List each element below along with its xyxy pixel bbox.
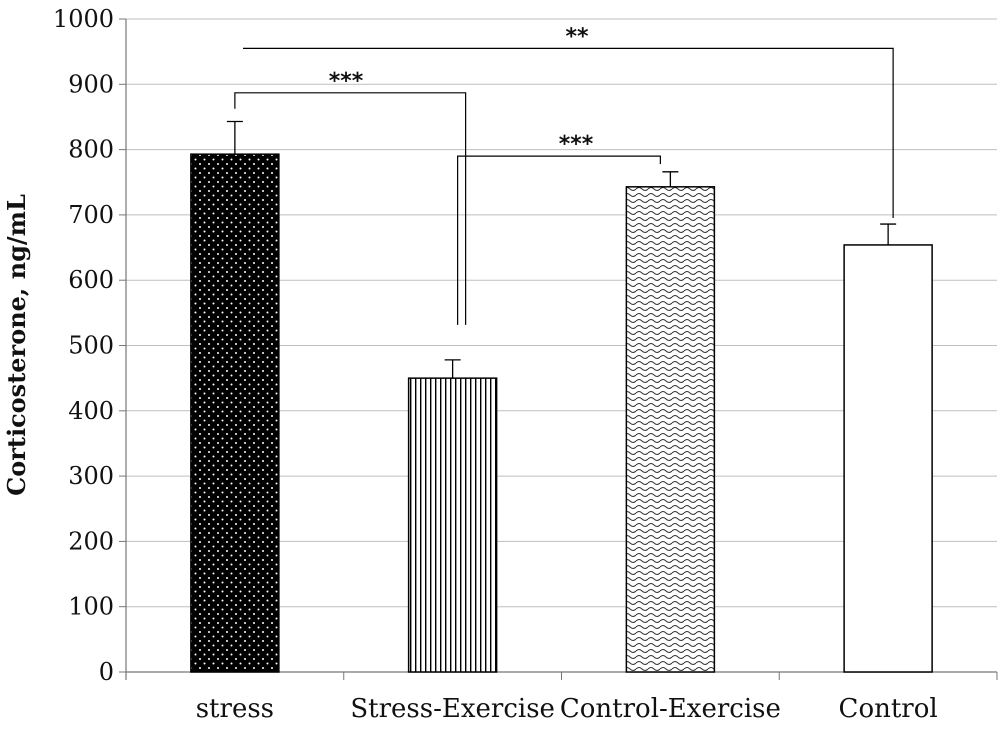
significance-brackets: ********	[234, 24, 894, 325]
bar-stress	[190, 153, 280, 673]
y-tick-label: 500	[68, 332, 114, 360]
y-tick-label: 300	[68, 462, 114, 490]
significance-bracket	[243, 47, 894, 219]
y-tick-label: 400	[68, 397, 114, 425]
y-tick-label: 200	[68, 527, 114, 555]
y-tick-label: 0	[99, 658, 114, 686]
bar-control-exercise	[625, 186, 716, 673]
x-tick-label: Control	[839, 694, 938, 724]
error-bars	[226, 120, 897, 379]
bar-stress-exercise	[407, 377, 498, 673]
y-tick-label: 700	[68, 201, 114, 229]
significance-label: **	[565, 24, 589, 49]
y-tick-label: 800	[68, 136, 114, 164]
y-tick-label: 600	[68, 266, 114, 294]
x-tick-label: stress	[196, 694, 274, 724]
x-tick-label: Control-Exercise	[560, 694, 781, 724]
y-tick-label: 900	[68, 70, 114, 98]
significance-bracket	[234, 92, 467, 325]
axes: 0 100 200 300 400 500 600 700 800 900 1000 stress St…	[53, 5, 998, 724]
bars	[190, 153, 933, 673]
y-tick-label: 1000	[53, 5, 114, 33]
bar-control	[843, 244, 933, 673]
y-axis-title: Corticosterone, ng/mL	[2, 194, 31, 496]
significance-label: ***	[559, 132, 594, 157]
significance-label: ***	[329, 69, 364, 94]
y-tick-label: 100	[68, 593, 114, 621]
significance-bracket	[457, 155, 661, 325]
x-tick-label: Stress-Exercise	[350, 694, 555, 724]
